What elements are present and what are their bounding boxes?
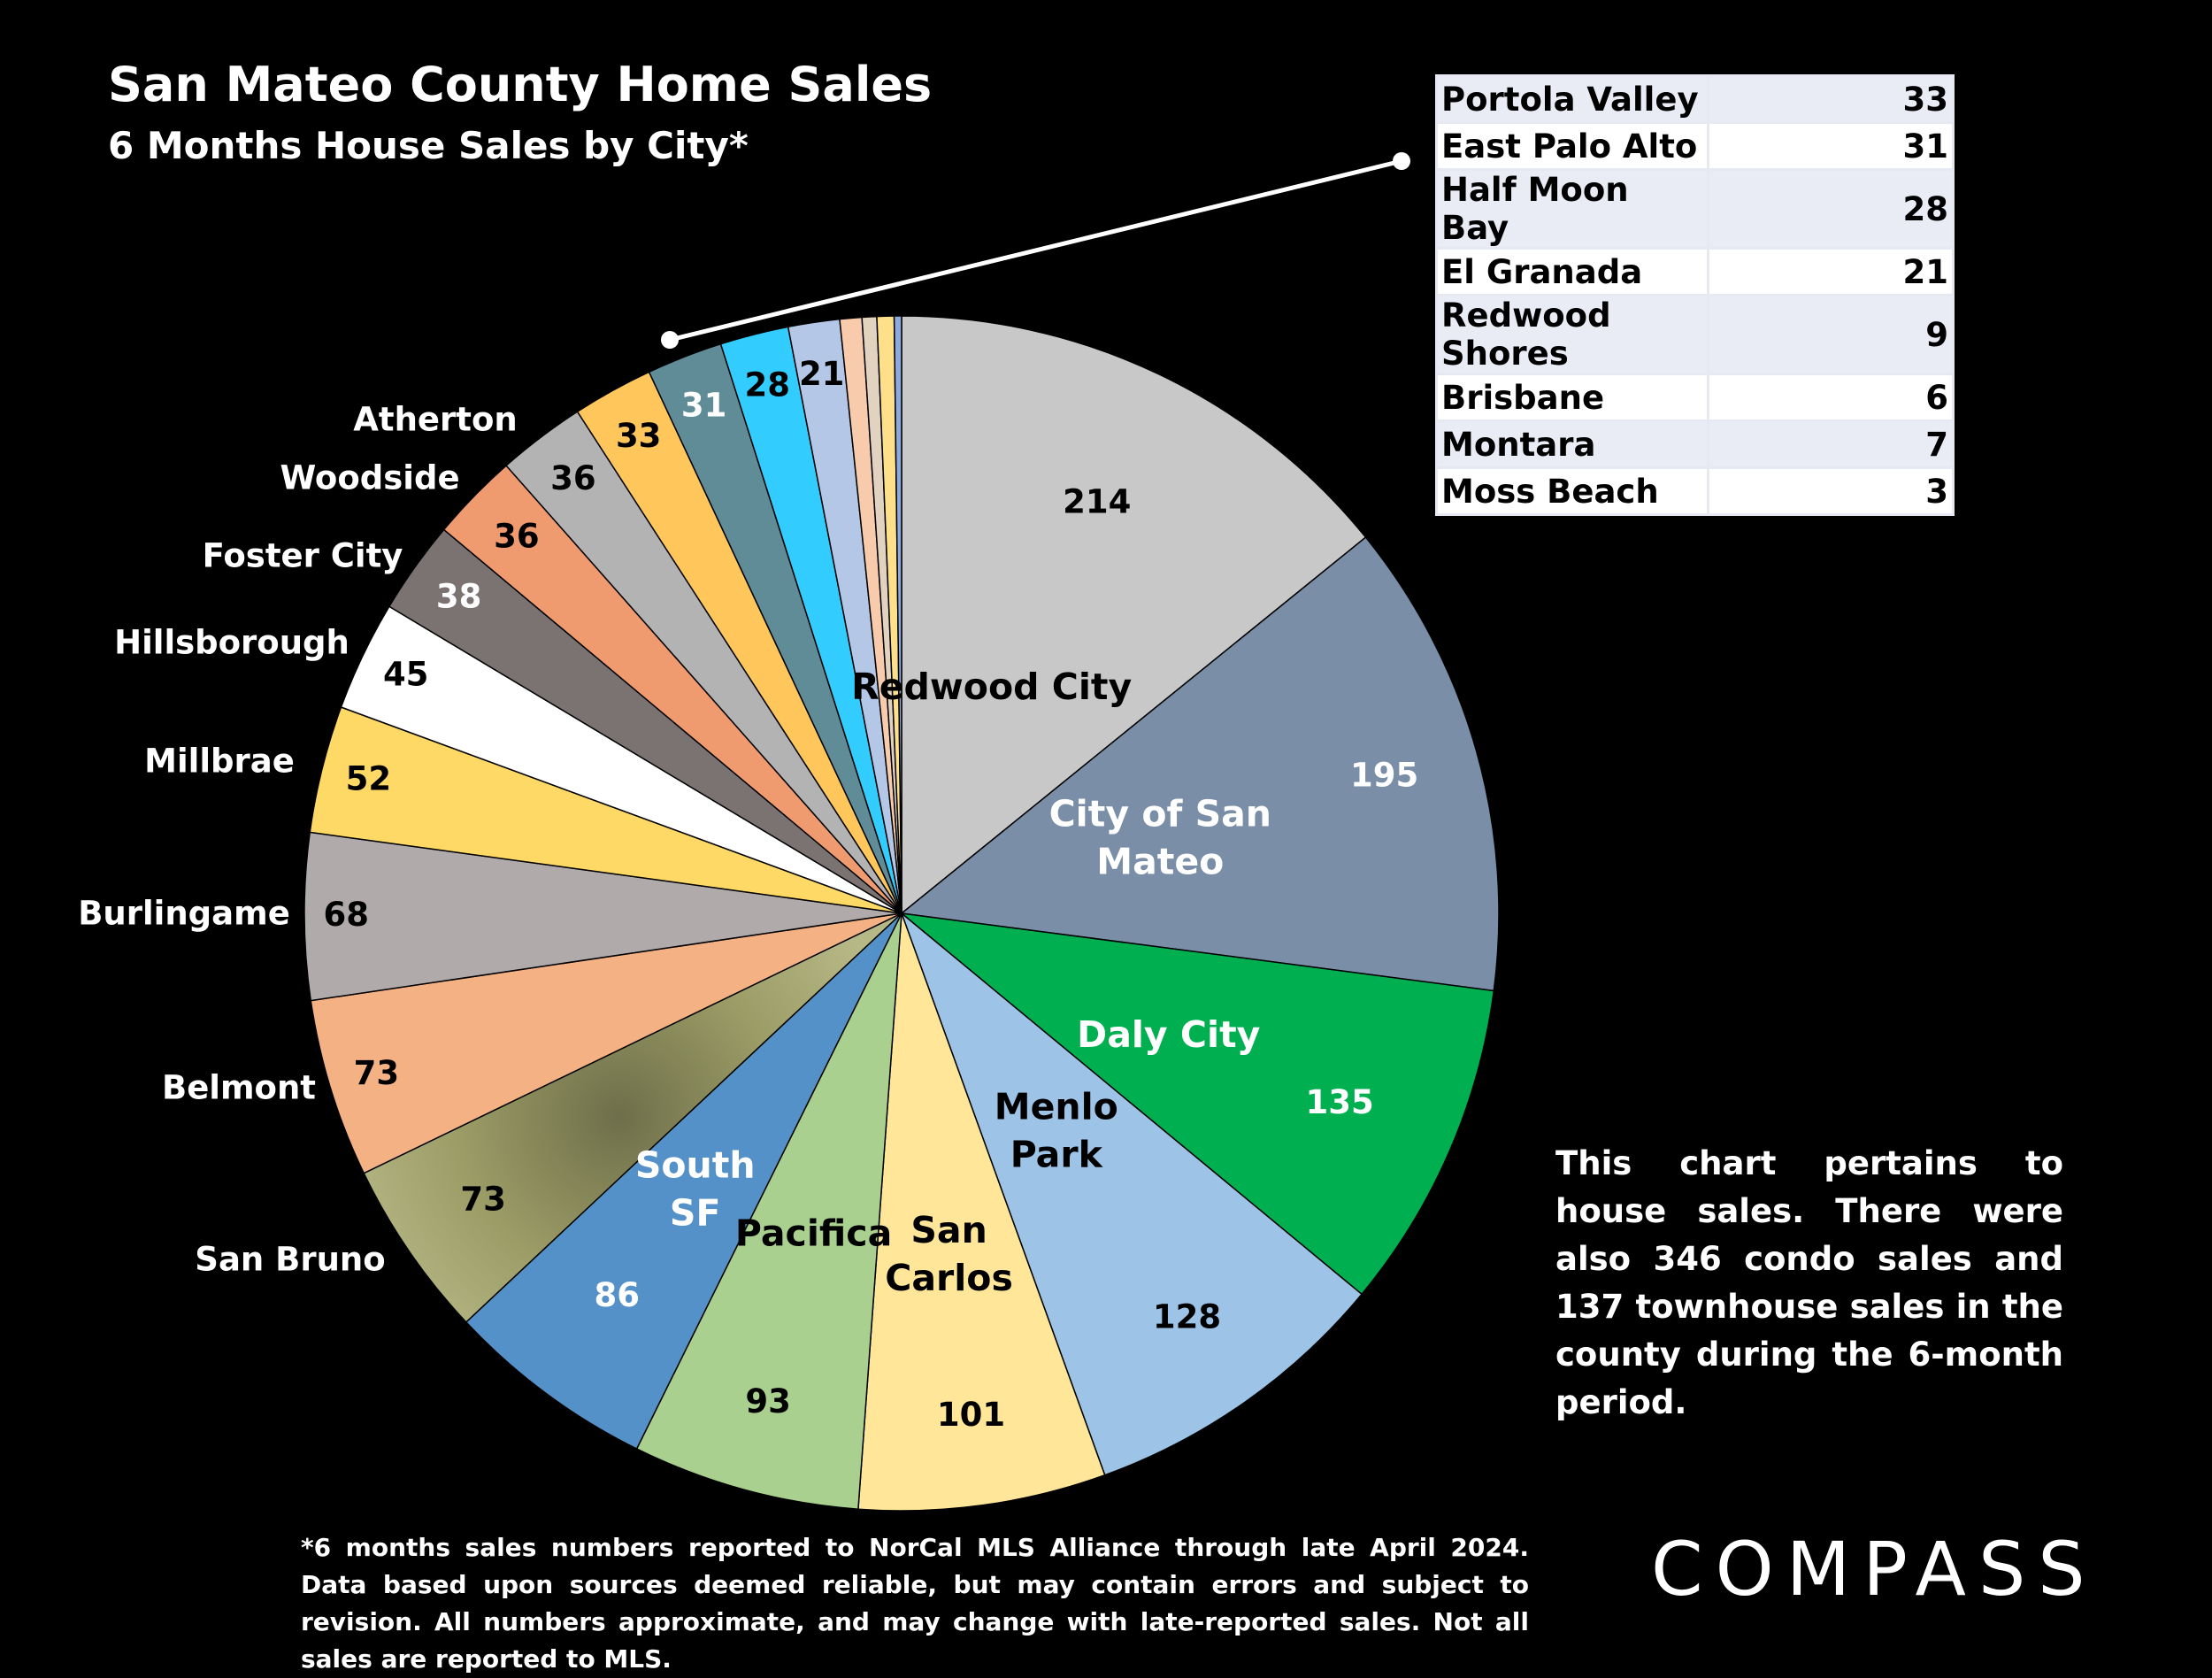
pie-slice-redwood-city xyxy=(901,315,1367,915)
category-label: SF xyxy=(670,1191,721,1234)
category-label: Burlingame xyxy=(78,895,290,933)
pie-slice-san-bruno xyxy=(363,912,902,1323)
value-label: 101 xyxy=(937,1396,1005,1434)
value-label: 214 xyxy=(1063,482,1131,520)
value-label: 128 xyxy=(1153,1298,1221,1336)
pie-slice-moss-beach xyxy=(893,315,902,914)
city-count: 21 xyxy=(1707,247,1955,296)
category-label: San xyxy=(910,1209,987,1251)
table-row: Montara 7 xyxy=(1435,420,1955,469)
category-label: Belmont xyxy=(162,1069,316,1107)
city-name: Portola Valley xyxy=(1435,74,1709,124)
pie-slice-burlingame xyxy=(303,831,902,1002)
category-label: Pacifica xyxy=(735,1212,892,1255)
city-count: 7 xyxy=(1707,420,1955,469)
pie-slice-belmont xyxy=(310,912,902,1174)
value-label: 28 xyxy=(745,366,791,404)
category-label: Daly City xyxy=(1077,1013,1260,1056)
small-cities-table: Portola Valley 33 East Palo Alto 31 Half M… xyxy=(1435,74,1955,516)
table-row: East Palo Alto 31 xyxy=(1435,121,1955,171)
city-name: East Palo Alto xyxy=(1435,121,1709,171)
city-name: El Granada xyxy=(1435,247,1709,296)
table-row: Portola Valley 33 xyxy=(1435,74,1955,124)
pie-slice-south-sf xyxy=(465,912,902,1450)
category-label: City of San xyxy=(1049,792,1271,835)
city-name: Redwood Shores xyxy=(1435,294,1709,375)
chart-subtitle: 6 Months House Sales by City* xyxy=(108,124,749,167)
pie-slice-menlo-park xyxy=(900,911,1363,1476)
table-row: Half Moon Bay 28 xyxy=(1435,168,1955,250)
category-label: South xyxy=(635,1143,756,1186)
value-label: 73 xyxy=(354,1054,400,1092)
category-label: Carlos xyxy=(885,1257,1013,1299)
value-label: 36 xyxy=(550,459,596,497)
pie-slices xyxy=(303,315,1500,1512)
category-label: Woodside xyxy=(280,459,459,497)
city-name: Half Moon Bay xyxy=(1435,168,1709,250)
pie-slice-daly-city xyxy=(899,912,1495,1296)
value-label: 73 xyxy=(460,1180,506,1218)
category-label: Hillsborough xyxy=(114,624,349,662)
category-label: Menlo xyxy=(995,1085,1118,1128)
callout-line xyxy=(661,152,1410,349)
category-label: Millbrae xyxy=(144,743,295,781)
category-label: San Bruno xyxy=(195,1241,385,1279)
value-label: 68 xyxy=(324,896,370,934)
city-count: 9 xyxy=(1707,294,1955,375)
value-label: 36 xyxy=(494,518,540,556)
city-count: 3 xyxy=(1707,466,1955,516)
value-label: 135 xyxy=(1305,1083,1373,1121)
city-name: Brisbane xyxy=(1435,373,1709,422)
value-label: 52 xyxy=(346,759,392,797)
chart-title: San Mateo County Home Sales xyxy=(108,57,933,112)
city-count: 6 xyxy=(1707,373,1955,422)
city-count: 33 xyxy=(1707,74,1955,124)
city-name: Montara xyxy=(1435,420,1709,469)
compass-logo: COMPASS xyxy=(1651,1526,2098,1613)
category-label: Park xyxy=(1010,1133,1104,1175)
table-row: Redwood Shores 9 xyxy=(1435,294,1955,375)
table-row: Moss Beach 3 xyxy=(1435,466,1955,516)
city-count: 28 xyxy=(1707,168,1955,250)
city-count: 31 xyxy=(1707,121,1955,171)
category-label: Foster City xyxy=(203,537,403,575)
table-row: Brisbane 6 xyxy=(1435,373,1955,422)
category-label: Redwood City xyxy=(851,666,1132,708)
value-label: 33 xyxy=(616,417,662,455)
condo-note: This chart pertains to house sales. Ther… xyxy=(1555,1144,2063,1421)
pie-slice-pacifica xyxy=(635,912,902,1511)
footnote: *6 months sales numbers reported to NorC… xyxy=(301,1533,1529,1674)
table-row: El Granada 21 xyxy=(1435,247,1955,296)
pie-slice-san-carlos xyxy=(857,912,1106,1512)
city-name: Moss Beach xyxy=(1435,466,1709,516)
value-label: 45 xyxy=(383,656,429,694)
value-label: 21 xyxy=(799,355,845,393)
category-label: Atherton xyxy=(353,401,517,439)
category-label: Mateo xyxy=(1096,840,1224,882)
value-label: 31 xyxy=(681,386,727,424)
value-label: 86 xyxy=(595,1276,641,1314)
pie-slice-city-of-san-mateo xyxy=(900,536,1500,992)
slice-labels: 214 Redwood City 195 City of San Mateo 135 Dal… xyxy=(78,355,1418,1434)
value-label: 195 xyxy=(1350,756,1418,794)
value-label: 93 xyxy=(745,1382,791,1420)
value-label: 38 xyxy=(436,577,482,615)
